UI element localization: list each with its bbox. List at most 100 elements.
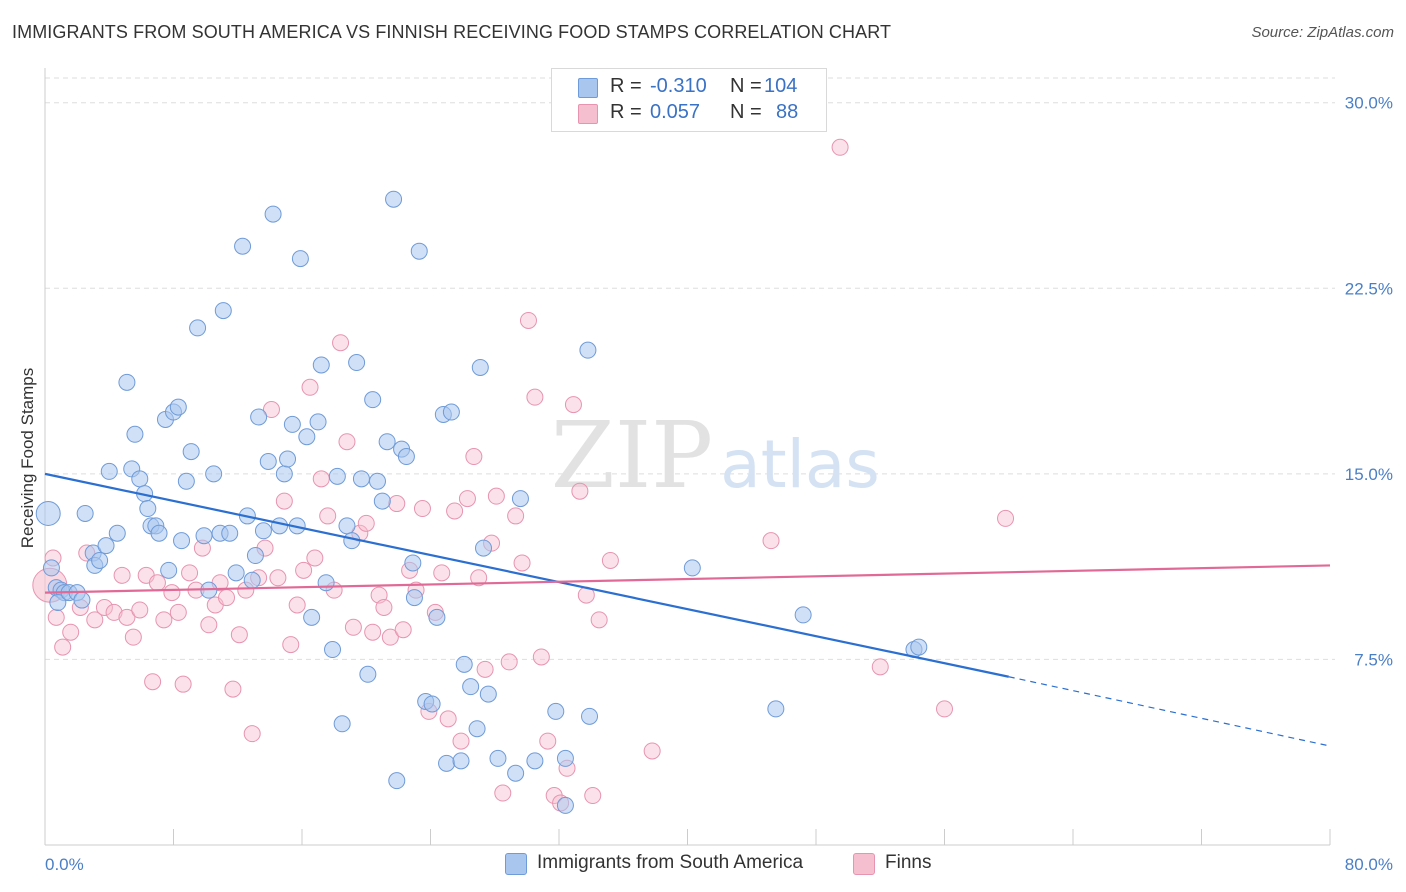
south-america-point	[397, 448, 415, 466]
legend-r-label: R =	[610, 75, 642, 97]
south-america-point	[556, 796, 574, 814]
south-america-point	[405, 589, 423, 607]
chart-title: IMMIGRANTS FROM SOUTH AMERICA VS FINNISH…	[12, 22, 892, 42]
south-america-point	[177, 472, 195, 490]
finns-point	[131, 601, 149, 619]
finns-point	[95, 598, 113, 616]
legend-n-value: 104	[764, 75, 798, 97]
correlation-legend: R = -0.310 N = 104 R = 0.057 N = 88	[551, 68, 827, 132]
south-america-point	[359, 665, 377, 683]
finns-point	[394, 621, 412, 639]
finns-point	[200, 616, 218, 634]
south-america-point	[324, 641, 342, 659]
south-america-point	[131, 470, 149, 488]
south-america-point	[291, 250, 309, 268]
south-america-point	[579, 341, 597, 359]
tick-labels: 7.5% 15.0% 22.5% 30.0% 0.0% 80.0%	[45, 94, 1393, 874]
finns-point	[163, 584, 181, 602]
south-america-point	[794, 606, 812, 624]
south-america-point	[250, 408, 268, 426]
finns-point	[332, 334, 350, 352]
south-america-point	[195, 527, 213, 545]
south-america-point	[246, 547, 264, 565]
legend-r-value: -0.310	[650, 75, 707, 97]
legend-label: Finns	[885, 852, 932, 873]
south-america-point	[428, 608, 446, 626]
finns-point	[831, 138, 849, 156]
finns-point	[54, 638, 72, 656]
south-america-point	[264, 205, 282, 223]
legend-swatch-pink	[853, 853, 875, 875]
x-tick-label-min: 0.0%	[45, 855, 84, 874]
finns-point	[243, 725, 261, 743]
south-america-point	[205, 465, 223, 483]
south-america-point	[438, 754, 456, 772]
legend-r-label: R =	[610, 101, 642, 123]
watermark: ZIP atlas	[551, 402, 880, 509]
finns-point	[288, 596, 306, 614]
finns-trend-line	[44, 564, 1331, 594]
south-america-point	[511, 490, 529, 508]
finns-point	[388, 495, 406, 513]
finns-point	[47, 608, 65, 626]
finns-point	[262, 401, 280, 419]
finns-point	[643, 742, 661, 760]
south-america-point	[462, 678, 480, 696]
finns-point	[465, 448, 483, 466]
south-america-point	[348, 354, 366, 372]
south-america-point	[35, 500, 61, 526]
south-america-point	[489, 749, 507, 767]
south-america-point	[547, 702, 565, 720]
finns-points	[32, 138, 1015, 812]
chart-source: Source: ZipAtlas.com	[1251, 24, 1394, 41]
legend-swatch-pink	[578, 104, 598, 124]
south-america-point	[368, 472, 386, 490]
south-america-point	[683, 559, 701, 577]
finns-point	[181, 564, 199, 582]
finns-point	[532, 648, 550, 666]
south-america-point	[227, 564, 245, 582]
legend-label: Immigrants from South America	[537, 852, 804, 873]
south-america-point	[91, 551, 109, 569]
finns-point	[433, 564, 451, 582]
finns-point	[174, 675, 192, 693]
south-america-point	[556, 749, 574, 767]
finns-point	[312, 470, 330, 488]
finns-point	[113, 566, 131, 584]
finns-point	[413, 500, 431, 518]
finns-point	[86, 611, 104, 629]
finns-point	[295, 561, 313, 579]
south-america-point	[271, 517, 289, 535]
south-america-point	[139, 500, 157, 518]
finns-point	[282, 636, 300, 654]
finns-point	[539, 732, 557, 750]
south-america-point	[471, 358, 489, 376]
south-america-point	[378, 433, 396, 451]
finns-point	[439, 710, 457, 728]
south-america-point	[507, 764, 525, 782]
finns-point	[519, 311, 537, 329]
south-america-point	[160, 561, 178, 579]
finns-point	[357, 514, 375, 532]
finns-point	[148, 574, 166, 592]
finns-point	[224, 680, 242, 698]
south-america-point	[275, 465, 293, 483]
south-america-point	[404, 554, 422, 572]
south-america-point	[388, 772, 406, 790]
south-america-point	[455, 655, 473, 673]
south-america-point	[312, 356, 330, 374]
south-america-point	[173, 532, 191, 550]
south-america-point	[442, 403, 460, 421]
south-america-point	[475, 539, 493, 557]
south-america-point	[303, 608, 321, 626]
south-america-point	[338, 517, 356, 535]
finns-point	[118, 608, 136, 626]
finns-point	[500, 653, 518, 671]
finns-point	[344, 618, 362, 636]
south-america-point	[76, 504, 94, 522]
south-america-point	[73, 591, 91, 609]
south-america-point	[214, 302, 232, 320]
south-america-point	[97, 537, 115, 555]
south-america-point	[328, 467, 346, 485]
finns-point	[487, 487, 505, 505]
